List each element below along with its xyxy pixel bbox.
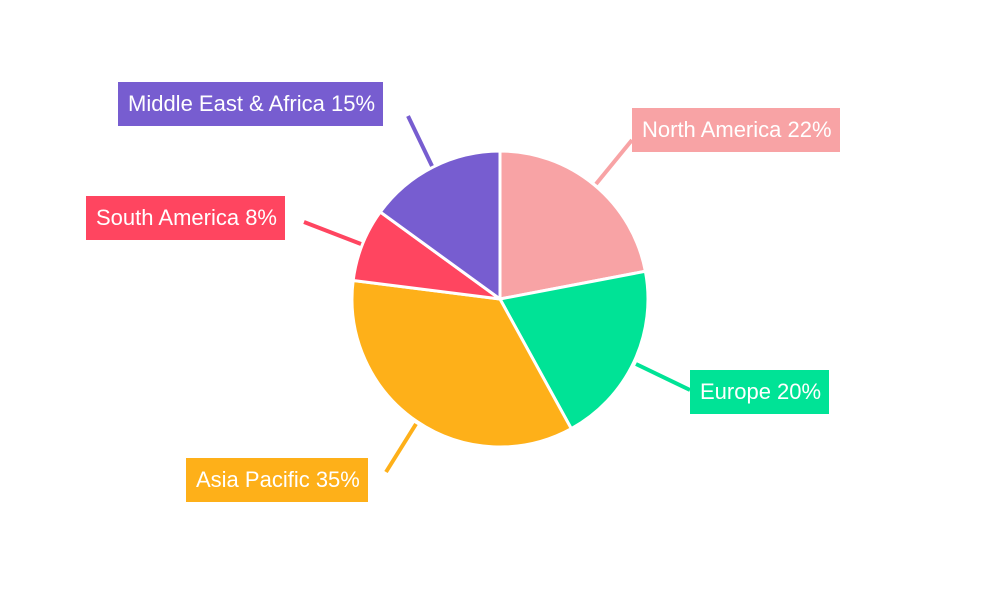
leader-line [594, 138, 634, 186]
data-label: Europe 20% [690, 370, 830, 414]
data-label: South America 8% [86, 196, 285, 240]
data-label: Asia Pacific 35% [186, 458, 368, 502]
pie-slice-north-america[interactable] [498, 149, 648, 301]
leader-line [406, 115, 434, 167]
leader-line [635, 362, 691, 392]
pie-slice-europe[interactable] [497, 269, 650, 431]
data-label: North America 22% [632, 108, 840, 152]
data-label: Middle East & Africa 15% [118, 82, 384, 126]
pie-slice-middle-east-africa[interactable] [378, 149, 502, 302]
leader-line [303, 220, 362, 246]
leader-line [384, 422, 418, 474]
pie-slice-asia-pacific[interactable] [350, 278, 574, 449]
